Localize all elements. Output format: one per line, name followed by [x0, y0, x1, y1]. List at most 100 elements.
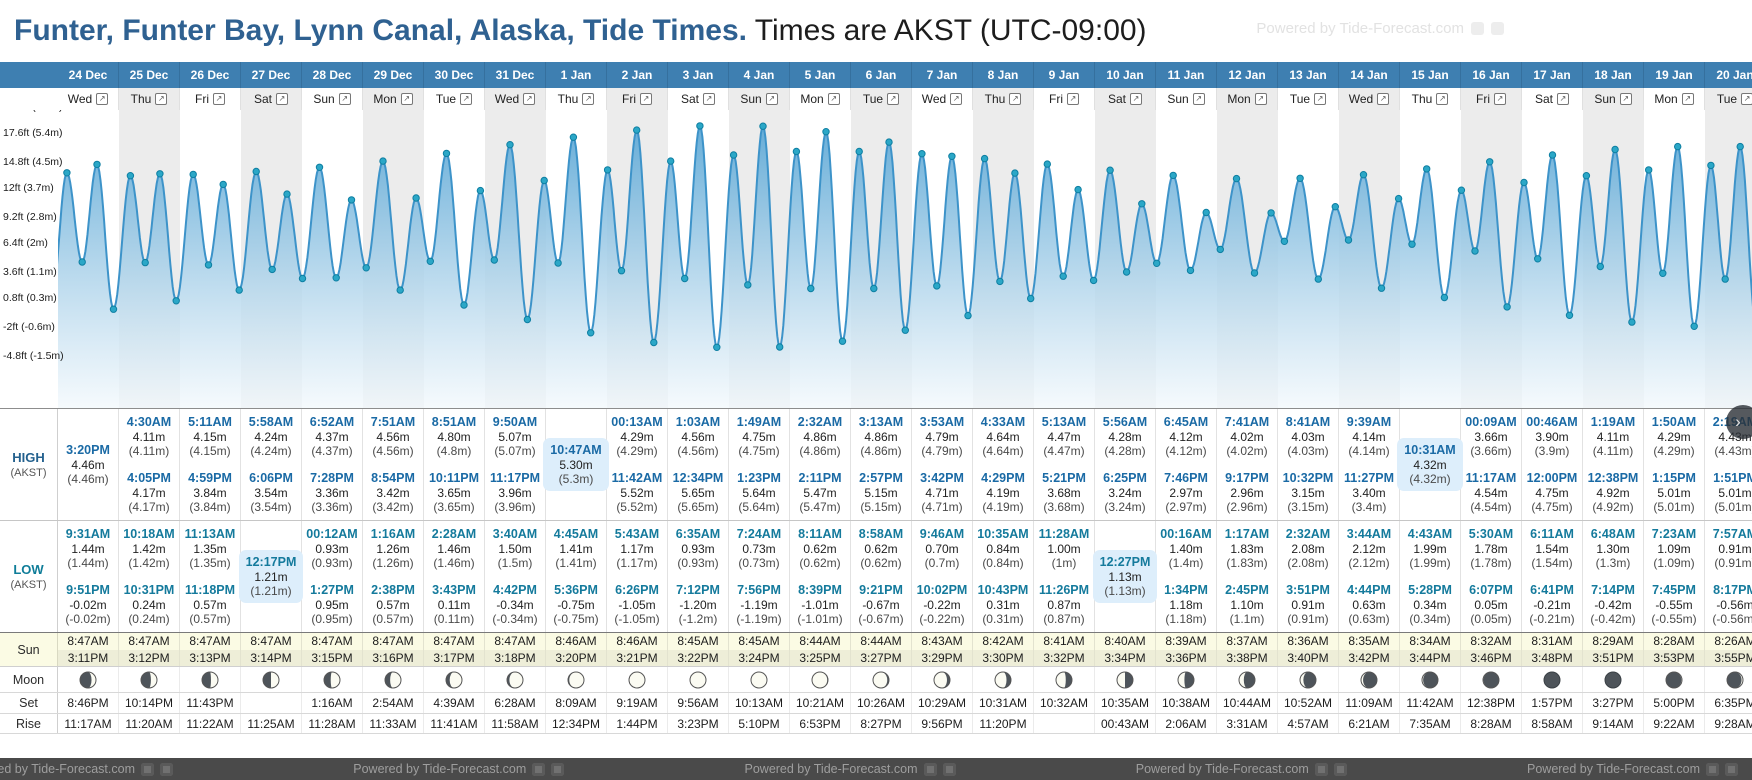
day-of-week-cell: Mon ↗ [1644, 88, 1705, 110]
footer-badge-icon[interactable] [532, 762, 546, 776]
tide-height: 3.42m [376, 485, 410, 500]
moon-phase-row: Moon [0, 666, 1752, 692]
expand-day-icon[interactable]: ↗ [96, 93, 109, 105]
footer-badge-icon[interactable] [141, 762, 154, 776]
tide-time: 9:31AM [65, 527, 111, 541]
day-of-week-label: Sat [253, 92, 272, 106]
tide-time: 3:13AM [858, 415, 904, 429]
expand-day-icon[interactable]: ↗ [400, 93, 413, 105]
moon-phase-icon [1421, 671, 1439, 688]
tide-time: 11:26PM [1038, 582, 1090, 597]
tide-time: 7:56PM [737, 582, 781, 597]
expand-day-icon[interactable]: ↗ [1130, 93, 1142, 105]
expand-day-icon[interactable]: ↗ [155, 93, 168, 105]
tide-time: 1:03AM [675, 415, 721, 429]
moonset-time: 9:56AM [668, 693, 729, 713]
moonset-time: 11:09AM [1339, 693, 1400, 713]
tide-height-alt: (0.05m) [1470, 611, 1512, 626]
expand-day-icon[interactable]: ↗ [1741, 93, 1752, 105]
expand-day-icon[interactable]: ↗ [276, 93, 288, 105]
high-tide-cell: 5:56AM 4.28m (4.28m) 6:25PM 3.24m (3.24m) [1095, 409, 1156, 520]
expand-day-icon[interactable]: ↗ [523, 93, 536, 105]
day-of-week-label: Sun [313, 92, 335, 106]
tide-height: 0.63m [1352, 597, 1386, 612]
moon-phase-icon [689, 671, 707, 688]
expand-day-icon[interactable]: ↗ [1557, 93, 1569, 105]
tide-extreme-dot [681, 274, 689, 283]
tide-time: 6:48AM [1590, 527, 1636, 541]
tide-entry: 3:40AM 1.50m (1.5m) [493, 527, 537, 570]
footer-badge-icon[interactable] [1333, 762, 1347, 776]
footer-badge-icon[interactable] [1706, 762, 1719, 776]
footer-badge-icon[interactable] [551, 762, 565, 776]
expand-day-icon[interactable]: ↗ [950, 93, 963, 105]
tide-time: 1:17AM [1224, 527, 1270, 541]
sun-cell: 8:35AM 3:42PM [1339, 633, 1400, 666]
scroll-next-button[interactable]: › [1726, 405, 1752, 439]
expand-day-icon[interactable]: ↗ [1067, 93, 1079, 105]
expand-day-icon[interactable]: ↗ [338, 93, 351, 105]
tide-height-alt: (-0.75m) [553, 611, 599, 626]
tide-height: 0.91m [1718, 541, 1752, 556]
expand-day-icon[interactable]: ↗ [1314, 93, 1327, 105]
expand-day-icon[interactable]: ↗ [1254, 93, 1267, 105]
moon-phase-icon [201, 671, 219, 688]
date-header-cell: 2 Jan [607, 62, 668, 88]
expand-day-icon[interactable]: ↗ [1436, 93, 1449, 105]
day-of-week-label: Mon [373, 92, 397, 106]
date-header-cell: 17 Jan [1522, 62, 1583, 88]
sunrise-time: 8:28AM [1653, 634, 1695, 649]
expand-day-icon[interactable]: ↗ [1192, 93, 1205, 105]
expand-day-icon[interactable]: ↗ [1494, 93, 1506, 105]
tide-extreme-dot [396, 286, 404, 294]
expand-day-icon[interactable]: ↗ [887, 93, 900, 105]
tide-height-alt: (3.96m) [494, 499, 536, 514]
tide-extreme-dot [1314, 275, 1323, 283]
tide-height-alt: (4.64m) [982, 443, 1024, 458]
expand-day-icon[interactable]: ↗ [765, 93, 778, 105]
low-row-label-sub: (AKST) [10, 579, 47, 591]
tide-extreme-dot [252, 167, 260, 176]
day-of-week-cell: Thu ↗ [546, 88, 607, 110]
tide-entry: 7:45PM -0.55m (-0.55m) [1651, 583, 1696, 626]
low-tide-cell: 7:23AM 1.09m (1.09m) 7:45PM -0.55m (-0.55m) [1644, 521, 1705, 632]
expand-day-icon[interactable]: ↗ [213, 93, 225, 105]
tide-height-alt: (0.57m) [189, 611, 231, 626]
tide-entry: 3:44AM 2.12m (2.12m) [1347, 527, 1391, 570]
moonrise-time: 00:43AM [1095, 714, 1156, 733]
expand-day-icon[interactable]: ↗ [827, 93, 840, 105]
tide-extreme-dot [1690, 322, 1698, 331]
tide-chart-area[interactable]: 20.4ft (6.2m) 17.6ft (5.4m) 14.8ft (4.5m) 1… [0, 110, 1752, 408]
expand-day-icon[interactable]: ↗ [582, 93, 595, 105]
expand-day-icon[interactable]: ↗ [1377, 93, 1390, 105]
tide-chart-svg[interactable] [58, 110, 1752, 408]
moon-phase-icon [1238, 671, 1256, 688]
sun-row: Sun 8:47AM 3:11PM 8:47AM 3:12PM 8:47AM 3:13PM 8… [0, 632, 1752, 666]
footer-badge-icon[interactable] [1314, 762, 1328, 776]
expand-day-icon[interactable]: ↗ [640, 93, 652, 105]
tide-height-alt: (1.21m) [250, 583, 292, 598]
tide-extreme-dot [807, 284, 815, 293]
tide-extreme-dot [1707, 161, 1715, 170]
expand-day-icon[interactable]: ↗ [460, 93, 473, 105]
tide-entry: 11:17AM 4.54m (4.54m) [1466, 471, 1517, 514]
footer-badge-icon[interactable] [942, 762, 956, 776]
footer-badge-icon[interactable] [160, 762, 173, 776]
footer-badge-icon[interactable] [923, 762, 937, 776]
expand-day-icon[interactable]: ↗ [1619, 93, 1632, 105]
expand-day-icon[interactable]: ↗ [1009, 93, 1022, 105]
tide-time: 7:12PM [676, 582, 720, 597]
tide-height-alt: (3.42m) [372, 499, 414, 514]
day-of-week-label: Sat [1107, 92, 1126, 106]
tide-height-alt: (0.73m) [738, 555, 780, 570]
tide-entry: 2:45PM 1.10m (1.1m) [1225, 583, 1269, 626]
tide-entry: 1:27PM 0.95m (0.95m) [310, 583, 354, 626]
moon-phase-cell [729, 667, 790, 692]
tide-tables: HIGH (AKST) 3:20PM 4.46m (4.46m) 4:30AM 4.11m(… [0, 408, 1752, 734]
high-row-label-text: HIGH [12, 450, 45, 465]
footer-watermark-text: Powered by Tide-Forecast.com [744, 762, 918, 776]
expand-day-icon[interactable]: ↗ [1681, 93, 1694, 105]
moonrise-time: 6:21AM [1339, 714, 1400, 733]
footer-badge-icon[interactable] [1725, 762, 1738, 776]
expand-day-icon[interactable]: ↗ [703, 93, 715, 105]
